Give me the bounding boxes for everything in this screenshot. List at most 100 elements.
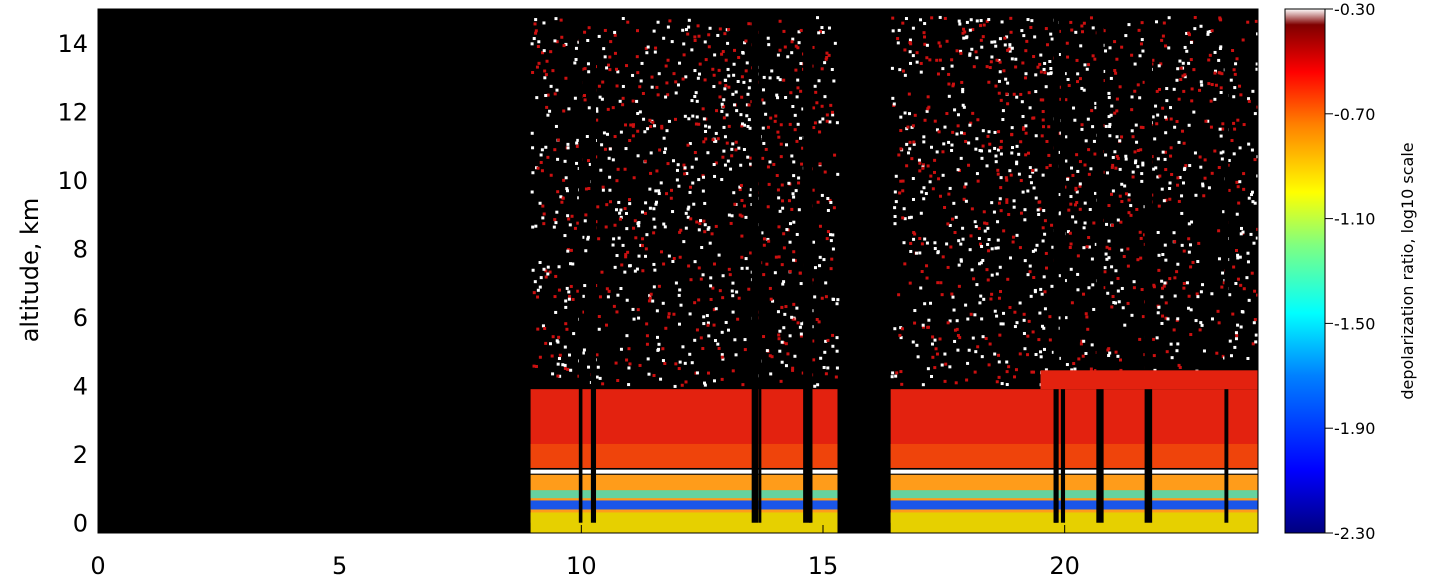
noise-speck [618,211,622,215]
noise-speck [742,204,746,208]
noise-speck [913,309,917,313]
noise-speck [922,135,926,139]
noise-speck [996,238,1000,242]
noise-speck [1082,292,1086,296]
noise-speck [645,334,649,338]
noise-speck [943,16,947,20]
noise-speck [703,223,707,227]
noise-speck [1011,240,1015,244]
noise-speck [608,55,612,59]
noise-speck [1076,254,1080,258]
noise-speck [625,227,629,231]
noise-speck [820,104,824,108]
noise-speck [615,310,619,314]
noise-speck [998,70,1002,74]
noise-speck [710,232,714,236]
noise-speck [1069,242,1073,246]
noise-speck [972,277,976,281]
noise-speck [1157,253,1161,257]
noise-speck [1084,139,1088,143]
noise-speck [1074,220,1078,224]
noise-speck [1169,106,1173,110]
noise-speck [737,146,741,150]
noise-speck [623,207,627,211]
noise-speck [962,197,966,201]
noise-speck [734,353,738,357]
noise-speck [1074,186,1078,190]
noise-speck [561,363,565,367]
noise-speck [1164,115,1168,119]
noise-speck [1241,230,1245,234]
noise-speck [896,41,900,45]
noise-speck [964,182,968,186]
noise-speck [1169,342,1173,346]
noise-speck [546,155,550,159]
noise-speck [935,128,939,132]
noise-speck [1034,90,1038,94]
noise-speck [976,179,980,183]
noise-speck [1023,218,1027,222]
noise-speck [946,222,950,226]
noise-speck [981,129,985,133]
noise-speck [1071,215,1075,219]
noise-speck [1172,231,1176,235]
noise-speck [911,124,915,128]
noise-speck [738,185,742,189]
noise-speck [997,91,1001,95]
noise-speck [911,177,915,181]
noise-speck [979,294,983,298]
noise-speck [791,317,795,321]
noise-speck [1187,294,1191,298]
noise-speck [1247,196,1251,200]
noise-speck [581,310,585,314]
noise-speck [1202,349,1206,353]
noise-speck [1073,118,1077,122]
noise-speck [907,112,911,116]
noise-speck [1189,265,1193,269]
noise-speck [941,255,945,259]
noise-speck [1107,91,1111,95]
noise-speck [655,169,659,173]
noise-speck [1021,127,1025,131]
noise-speck [901,216,905,220]
noise-speck [1246,251,1250,255]
noise-speck [597,237,601,241]
noise-speck [766,237,770,241]
noise-speck [648,187,652,191]
noise-speck [683,361,687,365]
noise-speck [614,361,618,365]
noise-speck [1217,229,1221,233]
noise-speck [1194,193,1198,197]
noise-speck [684,226,688,230]
noise-speck [1079,342,1083,346]
noise-speck [584,249,588,253]
noise-speck [1048,338,1052,342]
noise-speck [727,213,731,217]
noise-speck [1138,96,1142,100]
noise-speck [965,35,969,39]
noise-speck [677,367,681,371]
noise-speck [1120,286,1124,290]
colorbar-tick-label: -0.70 [1334,105,1375,124]
noise-speck [919,18,923,22]
noise-speck [538,285,542,289]
noise-speck [639,79,643,83]
noise-speck [1087,286,1091,290]
noise-speck [1151,115,1155,119]
noise-speck [672,312,676,316]
noise-speck [905,164,909,168]
noise-speck [921,383,925,387]
noise-speck [1040,292,1044,296]
noise-speck [636,71,640,75]
noise-speck [1220,157,1224,161]
noise-speck [790,154,794,158]
noise-speck [756,72,760,76]
noise-speck [899,147,903,151]
noise-speck [762,237,766,241]
noise-speck [690,99,694,103]
noise-speck [979,38,983,42]
noise-speck [584,187,588,191]
y-tick-label: 10 [57,167,88,195]
noise-speck [1024,153,1028,157]
noise-speck [1005,178,1009,182]
